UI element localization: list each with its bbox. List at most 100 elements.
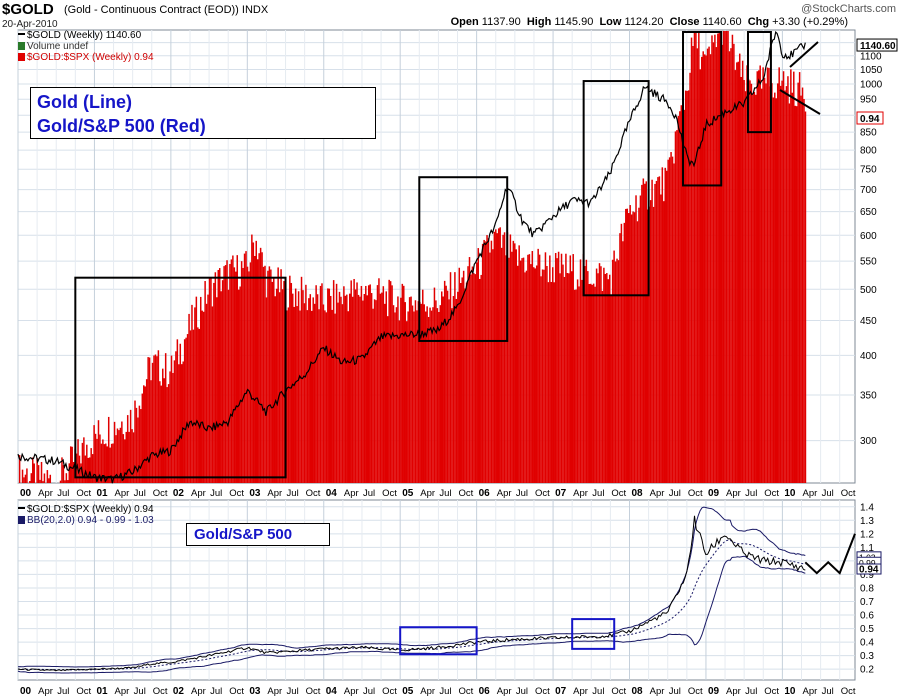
ratio-bar [663,201,665,483]
legend-ratio-swatch [18,53,25,61]
ratio-bar [493,231,496,483]
ratio-bar [420,303,423,483]
x-tick-label: Jul [592,488,604,499]
top-y-tick-label: 700 [860,185,877,196]
ratio-bar [432,307,434,483]
ratio-bar [153,355,155,483]
ratio-bar [455,298,458,483]
ratio-bar [100,443,103,483]
ratio-bar [744,91,747,484]
x-tick-label: 01 [96,488,108,499]
ratio-bar [262,266,265,483]
ratio-bar [471,266,474,483]
ratio-bar [72,462,75,483]
ratio-bar [785,86,788,483]
ratio-bar [87,457,90,483]
ratio-bar [747,78,750,483]
ratio-bar [572,254,574,483]
ratio-bar [614,261,617,483]
x-tick-label: 09 [708,488,720,499]
x-tick-label: 02 [173,686,185,697]
ratio-bar [782,71,785,484]
ratio-bar [594,286,596,483]
ratio-bar [255,240,257,483]
ratio-bar [178,364,180,483]
brand-logo: @StockCharts.com [801,3,896,15]
x-tick-label: Apr [267,686,282,697]
ratio-bar [292,293,294,483]
ratio-bar [571,271,573,483]
ratio-bar [648,206,650,483]
ratio-bar [701,56,703,483]
ratio-bar [766,67,769,483]
bottom-annotation-box [399,626,478,656]
ratio-bar [267,270,269,483]
top-y-tick-label: 1050 [860,65,883,76]
x-tick-label: Oct [459,488,474,499]
x-tick-label: 03 [249,686,261,697]
ratio-bar [784,90,786,483]
ratio-bar [141,393,144,483]
ratio-bar [774,92,776,483]
ratio-bar [140,409,142,483]
ratio-bar [500,247,503,483]
ratio-bar [221,280,224,483]
ratio-bar [107,416,110,483]
ratio-bar [465,282,468,483]
ratio-bar [794,105,796,483]
ratio-bar [338,291,341,483]
ratio-bar [353,278,355,483]
ratio-bar [606,273,608,483]
ratio-bar [351,296,354,483]
ratio-bar [487,238,490,483]
ratio-bar [167,384,170,483]
x-tick-label: Oct [841,686,856,697]
x-tick-label: Oct [229,686,244,697]
ratio-bar [483,239,485,483]
x-tick-label: Apr [38,686,53,697]
open-value: 1137.90 [481,16,521,28]
ratio-bar [382,286,385,483]
x-tick-label: 05 [402,488,414,499]
ratio-bar [610,294,612,483]
ratio-line-bottom [17,515,806,672]
legend-volume-text: Volume undef [27,41,89,52]
ratio-bar [534,268,536,483]
ratio-bar [367,285,370,483]
top-annotation-box [582,80,650,297]
annotation-top-line1: Gold (Line) [37,92,132,112]
ratio-bar [476,262,478,483]
ratio-bar [138,405,141,483]
ratio-bar [566,273,569,483]
ratio-bar [30,473,33,483]
bottom-ratio-badge: 0.94 [856,563,882,576]
bottom-y-tick-label: 0.2 [860,665,874,676]
ratio-bar [287,307,290,483]
ratio-bar [281,289,284,483]
ratio-bar [110,443,113,483]
bottom-mid-badge-text: 0.99 [859,558,876,568]
x-tick-label: Oct [153,686,168,697]
ratio-bar [59,480,62,483]
ratio-bar [180,364,183,483]
ratio-bar [673,163,675,484]
ratio-bar [715,47,718,483]
ratio-bar [443,280,446,483]
ratio-bar [164,353,167,483]
ratio-bar [600,266,602,483]
ratio-bar [400,297,402,483]
ratio-bar [318,309,320,483]
bottom-y-tick-label: 0.8 [860,583,874,594]
ratio-bar [772,97,775,484]
ratio-bar [496,233,499,483]
ratio-bar [649,200,652,484]
ratio-bar [779,85,782,483]
ratio-bar [376,285,379,483]
ratio-bar [329,295,332,483]
ratio-bar [557,251,560,483]
ratio-bar [169,371,171,483]
chart-date: 20-Apr-2010 [2,19,58,30]
ratio-bar [775,98,778,483]
legend-gold-text: $GOLD (Weekly) 1140.60 [27,30,142,41]
x-tick-label: Jul [822,488,834,499]
